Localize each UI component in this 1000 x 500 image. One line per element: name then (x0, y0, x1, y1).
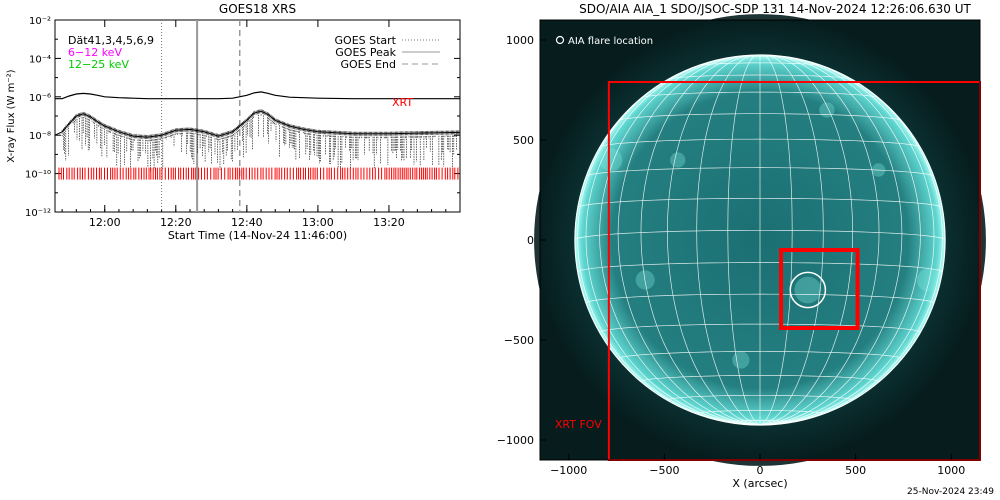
footer-timestamp: 25-Nov-2024 23:49 (907, 487, 994, 497)
goes-y-tick-label: 10⁻¹⁰ (25, 170, 51, 181)
active-regions (599, 102, 940, 369)
goes-y-tick-label: 10⁻¹² (25, 208, 51, 219)
longitude-line (759, 54, 853, 426)
aia-x-tick-label: −1000 (550, 464, 587, 477)
longitude-line (585, 54, 761, 426)
goes-x-tick-label: 13:00 (302, 216, 334, 229)
longitude-line (759, 54, 935, 426)
aia-x-tick-label: 500 (845, 464, 866, 477)
flare-zoom-box (779, 248, 860, 330)
longitude-line (759, 54, 903, 426)
active-region (732, 351, 750, 369)
longitude-line (759, 54, 824, 426)
legend-detectors: Dät41,3,4,5,6,9 (68, 34, 154, 47)
legend-6-12kev: 6−12 keV (68, 46, 122, 59)
longitude-line (617, 54, 761, 426)
solar-limb (574, 54, 946, 426)
flare-location-circle (789, 271, 827, 309)
legend-goes-start: GOES Start (335, 34, 397, 47)
goes-x-tick-label: 12:40 (231, 216, 263, 229)
aia-x-tick-label: 0 (757, 464, 764, 477)
active-region (599, 148, 623, 172)
longitude-line (759, 54, 921, 426)
xrt-fov-label: XRT FOV (555, 418, 602, 431)
goes-series-12-25kev-trace (61, 109, 460, 172)
aia-y-tick-label: −500 (504, 334, 534, 347)
aia-x-tick-label: 1000 (937, 464, 965, 477)
goes-y-axis-label: X-ray Flux (W m⁻²) (6, 69, 17, 162)
aia-y-tick-label: 0 (527, 234, 534, 247)
longitude-line (759, 54, 793, 426)
goes-x-tick-label: 12:00 (89, 216, 121, 229)
aia-y-tick-label: 500 (513, 134, 534, 147)
longitude-line (696, 54, 761, 426)
active-region (794, 276, 822, 304)
goes-x-tick-label: 12:20 (160, 216, 192, 229)
goes-series-6-12kev (55, 91, 460, 100)
legend-goes-peak: GOES Peak (335, 46, 396, 59)
aia-y-tick-label: −1000 (497, 434, 534, 447)
aia-x-axis-label: X (arcsec) (732, 477, 787, 490)
legend-12-25kev: 12−25 keV (68, 58, 129, 71)
legend-flare-symbol (555, 35, 565, 45)
legend-flare-label: AIA flare location (568, 36, 653, 47)
aia-title: SDO/AIA AIA_1 SDO/JSOC-SDP 131 14-Nov-20… (579, 2, 971, 16)
longitude-line (599, 54, 761, 426)
goes-y-tick-label: 10⁻⁴ (29, 54, 51, 65)
active-region (819, 102, 835, 118)
goes-x-tick-label: 13:20 (373, 216, 405, 229)
xrt-annotation: XRT (392, 96, 413, 109)
goes-title: GOES18 XRS (219, 2, 296, 16)
goes-xrs-chart: GOES18 XRS 10⁻¹² 10⁻¹⁰ 10⁻⁸ 10⁻⁶ 10⁻⁴ 10⁻² X-ra… (6, 2, 461, 242)
goes-y-tick-label: 10⁻⁶ (29, 93, 51, 104)
longitude-line (667, 54, 761, 426)
aia-x-tick-label: −500 (649, 464, 679, 477)
goes-series-12-25kev (54, 109, 461, 172)
longitude-line (759, 54, 880, 426)
xrt-observation-marks (58, 167, 459, 180)
longitude-line (640, 54, 761, 426)
goes-x-axis-label: Start Time (14-Nov-24 11:46:00) (168, 229, 347, 242)
aia-y-tick-label: 1000 (506, 34, 534, 47)
active-region (670, 152, 686, 168)
active-region (916, 268, 940, 292)
legend-goes-end: GOES End (340, 58, 396, 71)
longitude-line (727, 54, 761, 426)
goes-y-tick-label: 10⁻⁸ (29, 131, 51, 142)
goes-series-12-25kev-line (54, 110, 461, 138)
goes-y-tick-label: 10⁻² (29, 16, 51, 27)
